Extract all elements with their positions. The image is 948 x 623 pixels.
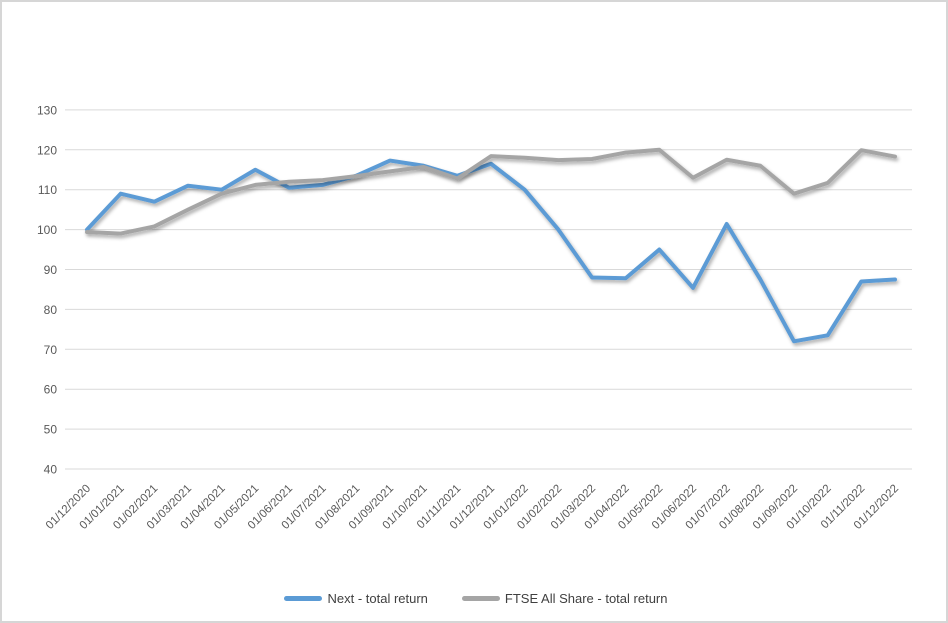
legend-label-next: Next - total return <box>327 590 428 606</box>
x-axis-labels: 01/12/202001/01/202101/02/202101/03/2021… <box>44 483 901 532</box>
series-lines <box>85 147 897 344</box>
y-axis-label: 80 <box>44 303 58 317</box>
chart-plot-area: 40 50 60 70 80 90 100 110 120 130 01/12/202001/01… <box>37 103 912 532</box>
next-series-swatch <box>284 595 323 601</box>
legend-label-ftse: FTSE All Share - total return <box>504 590 668 606</box>
y-axis-label: 90 <box>44 263 58 277</box>
y-axis-label: 130 <box>37 103 57 117</box>
y-axis-label: 40 <box>44 463 58 477</box>
series-line-ftse <box>85 147 897 236</box>
y-axis-label: 50 <box>44 423 58 437</box>
y-axis-label: 120 <box>37 143 57 157</box>
series-line-next <box>85 158 897 344</box>
y-axis-labels: 40 50 60 70 80 90 100 110 120 130 <box>37 103 57 476</box>
legend-item-next: Next - total return <box>284 590 428 606</box>
legend-item-ftse: FTSE All Share - total return <box>461 590 668 606</box>
chart-legend: Next - total return FTSE All Share - tot… <box>2 585 946 611</box>
ftse-series-swatch <box>461 595 500 601</box>
y-axis-label: 60 <box>44 383 58 397</box>
gridlines <box>65 109 912 470</box>
y-axis-label: 100 <box>37 223 57 237</box>
y-axis-label: 110 <box>38 183 57 197</box>
y-axis-label: 70 <box>44 343 58 357</box>
